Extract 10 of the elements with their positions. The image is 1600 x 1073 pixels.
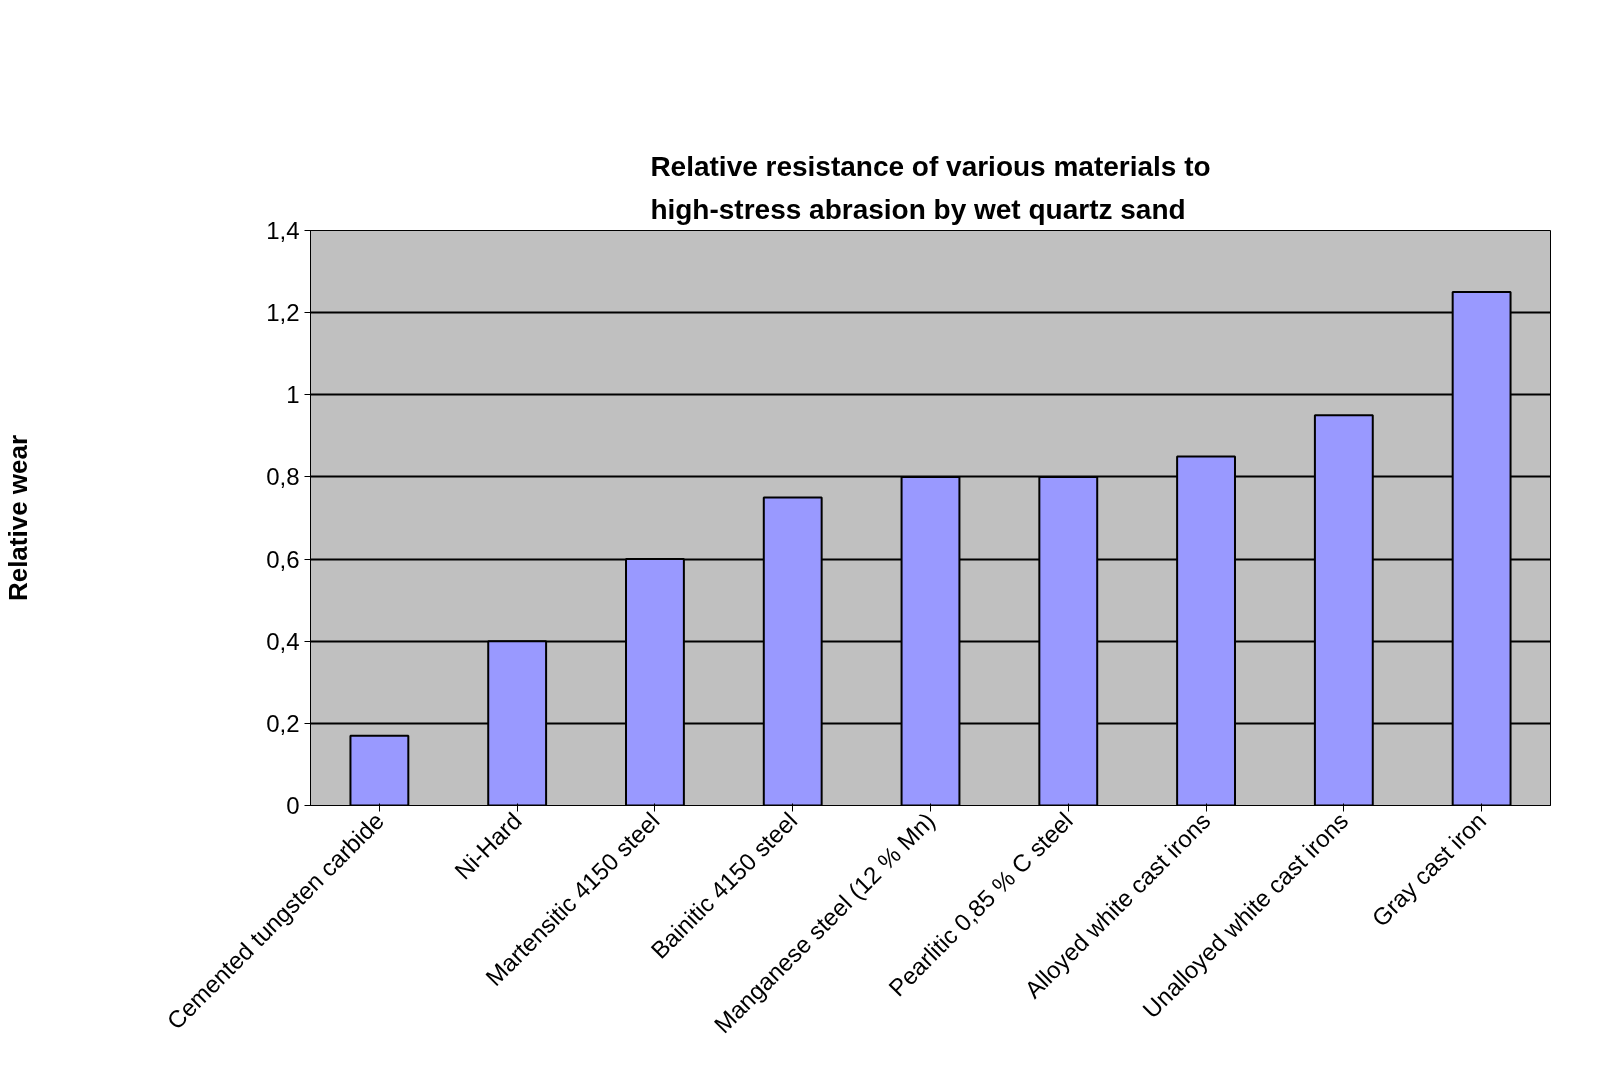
y-tick-label: 0,2 <box>266 709 300 737</box>
y-tick-label: 0,6 <box>266 545 300 573</box>
y-tick-label: 0,4 <box>266 627 300 655</box>
y-axis-title: Relative wear <box>3 434 34 602</box>
chart-title: Relative resistance of various materials to high-stress abrasion by wet quartz sand <box>650 151 1211 226</box>
y-tick-label: 0,8 <box>266 463 300 491</box>
y-tick-label: 1,4 <box>266 217 300 244</box>
y-tick-label: 1 <box>286 381 300 409</box>
y-tick-label: 0 <box>286 792 300 819</box>
y-tick-label: 1,2 <box>266 299 300 327</box>
